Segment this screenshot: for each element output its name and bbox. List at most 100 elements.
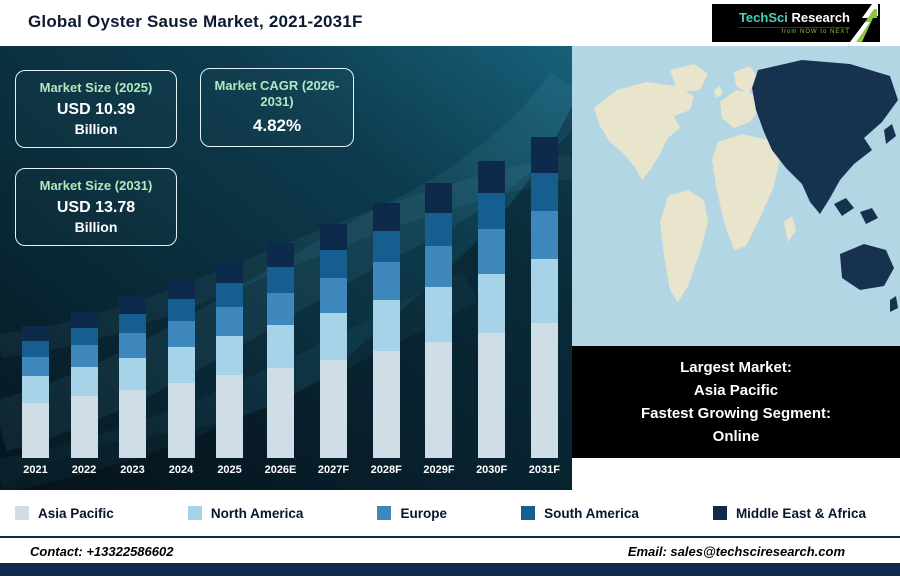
legend-label: North America bbox=[210, 505, 304, 521]
stacked-bar-chart: 2021 2022 2023 2024 2025 2026E 2027F 2028F 2029F… bbox=[22, 137, 560, 476]
bar-segment-asia-pacific bbox=[320, 359, 347, 458]
bar-segment-south-america bbox=[22, 340, 49, 357]
bar-segment-south-america bbox=[425, 213, 453, 246]
growth-arrow-icon bbox=[850, 4, 878, 42]
stat-value: 4.82% bbox=[252, 115, 302, 135]
bar-column: 2021 bbox=[22, 326, 49, 476]
x-axis-label: 2024 bbox=[168, 464, 194, 476]
bar-segment-north-america bbox=[425, 287, 453, 343]
market-highlight-box: Largest Market: Asia Pacific Fastest Gro… bbox=[572, 346, 900, 458]
map-highlight-asia-pacific bbox=[752, 60, 898, 312]
stat-value: USD 13.78 bbox=[56, 199, 136, 217]
bar-segment-asia-pacific bbox=[119, 390, 147, 458]
x-axis-label: 2029F bbox=[423, 464, 455, 476]
bar-segment-north-america bbox=[167, 347, 195, 384]
legend-item-asia-pacific: Asia Pacific bbox=[15, 506, 114, 521]
legend-item-north-america: North America bbox=[187, 505, 304, 521]
stacked-bar-2028f bbox=[372, 203, 400, 458]
caption-line: Asia Pacific bbox=[693, 381, 779, 399]
techsci-logo-text: TechSci Research from NOW to NEXT bbox=[738, 9, 850, 36]
logo-tagline: from NOW to NEXT bbox=[738, 26, 850, 36]
caption-line: Fastest Growing Segment: bbox=[640, 405, 832, 422]
stacked-bar-2030f bbox=[478, 160, 506, 458]
bar-segment-north-america bbox=[70, 367, 98, 397]
caption-line: Online bbox=[712, 428, 760, 446]
bar-segment-middle-east-africa bbox=[216, 261, 244, 283]
map-landmass bbox=[594, 64, 796, 302]
bar-segment-asia-pacific bbox=[22, 402, 49, 458]
caption-line: Largest Market: bbox=[680, 358, 792, 376]
bar-segment-middle-east-africa bbox=[425, 182, 453, 214]
bar-segment-north-america bbox=[372, 300, 400, 351]
bar-column: 2022 bbox=[70, 311, 98, 476]
bar-segment-middle-east-africa bbox=[478, 160, 506, 194]
bar-segment-europe bbox=[167, 320, 195, 348]
bar-segment-south-america bbox=[266, 266, 294, 293]
stacked-bar-2021 bbox=[22, 326, 49, 458]
stat-market-cagr: Market CAGR (2026-2031) 4.82% bbox=[200, 68, 354, 147]
stacked-bar-2025 bbox=[216, 261, 244, 458]
x-axis-label: 2031F bbox=[528, 464, 560, 476]
stat-label: Market Size (2025) bbox=[39, 80, 153, 95]
chart-panel: Market Size (2025) USD 10.39 Billion Mar… bbox=[0, 46, 572, 490]
bar-segment-south-america bbox=[478, 193, 506, 230]
x-axis-label: 2025 bbox=[217, 464, 242, 476]
bar-segment-north-america bbox=[119, 357, 147, 390]
bar-segment-asia-pacific bbox=[70, 396, 98, 458]
stacked-bar-2023 bbox=[119, 295, 147, 458]
logo-brand-secondary: Research bbox=[791, 9, 850, 25]
bar-segment-asia-pacific bbox=[530, 323, 558, 458]
bar-segment-north-america bbox=[478, 273, 506, 334]
bar-segment-europe bbox=[425, 245, 453, 288]
bar-segment-middle-east-africa bbox=[530, 137, 558, 173]
stacked-bar-2026e bbox=[266, 243, 294, 458]
legend-swatch bbox=[521, 506, 536, 520]
stacked-bar-2022 bbox=[70, 311, 98, 458]
bar-segment-asia-pacific bbox=[478, 333, 506, 458]
stat-market-size-2031: Market Size (2031) USD 13.78 Billion bbox=[15, 168, 177, 247]
footer-bar: Contact: +13322586602 Email: sales@techs… bbox=[0, 536, 900, 576]
bar-segment-europe bbox=[216, 306, 244, 337]
bar-segment-europe bbox=[119, 333, 147, 358]
bar-column: 2023 bbox=[119, 295, 147, 476]
bar-segment-europe bbox=[70, 345, 98, 368]
bar-segment-asia-pacific bbox=[167, 383, 195, 458]
x-axis-label: 2023 bbox=[120, 464, 145, 476]
bar-segment-south-america bbox=[70, 327, 98, 346]
legend-item-middle-east-africa: Middle East & Africa bbox=[712, 505, 866, 521]
x-axis-label: 2021 bbox=[23, 464, 48, 476]
bar-segment-south-america bbox=[530, 172, 558, 211]
stat-unit: Billion bbox=[74, 121, 118, 138]
legend-label: Europe bbox=[400, 505, 447, 521]
x-axis-label: 2028F bbox=[370, 464, 402, 476]
bar-column: 2030F bbox=[476, 160, 508, 476]
bar-segment-europe bbox=[478, 229, 506, 274]
bar-segment-asia-pacific bbox=[372, 351, 400, 458]
bar-segment-asia-pacific bbox=[425, 342, 453, 458]
bar-segment-south-america bbox=[320, 249, 347, 278]
bar-segment-south-america bbox=[167, 299, 195, 321]
bar-segment-europe bbox=[22, 356, 49, 377]
stat-label: Market Size (2031) bbox=[39, 178, 153, 193]
stat-value: USD 10.39 bbox=[56, 101, 136, 119]
bar-column: 2025 bbox=[216, 261, 244, 476]
bar-segment-europe bbox=[320, 277, 347, 313]
bar-segment-middle-east-africa bbox=[22, 326, 49, 341]
legend-label: Middle East & Africa bbox=[735, 505, 866, 521]
bar-segment-middle-east-africa bbox=[70, 311, 98, 328]
legend-swatch bbox=[187, 506, 202, 520]
bar-segment-north-america bbox=[22, 376, 49, 403]
techsci-logo: TechSci Research from NOW to NEXT bbox=[712, 4, 880, 42]
stacked-bar-2027f bbox=[320, 223, 347, 458]
world-map bbox=[572, 46, 900, 346]
bar-column: 2028F bbox=[371, 203, 402, 476]
x-axis-label: 2030F bbox=[476, 464, 508, 476]
footer-accent-bar bbox=[0, 563, 900, 576]
bar-segment-middle-east-africa bbox=[372, 203, 400, 232]
bar-segment-middle-east-africa bbox=[266, 243, 294, 267]
bar-segment-middle-east-africa bbox=[119, 295, 147, 314]
bar-column: 2031F bbox=[529, 137, 560, 476]
bar-segment-asia-pacific bbox=[216, 375, 244, 458]
bar-column: 2026E bbox=[265, 243, 296, 476]
stat-label: Market CAGR (2026-2031) bbox=[214, 78, 340, 110]
